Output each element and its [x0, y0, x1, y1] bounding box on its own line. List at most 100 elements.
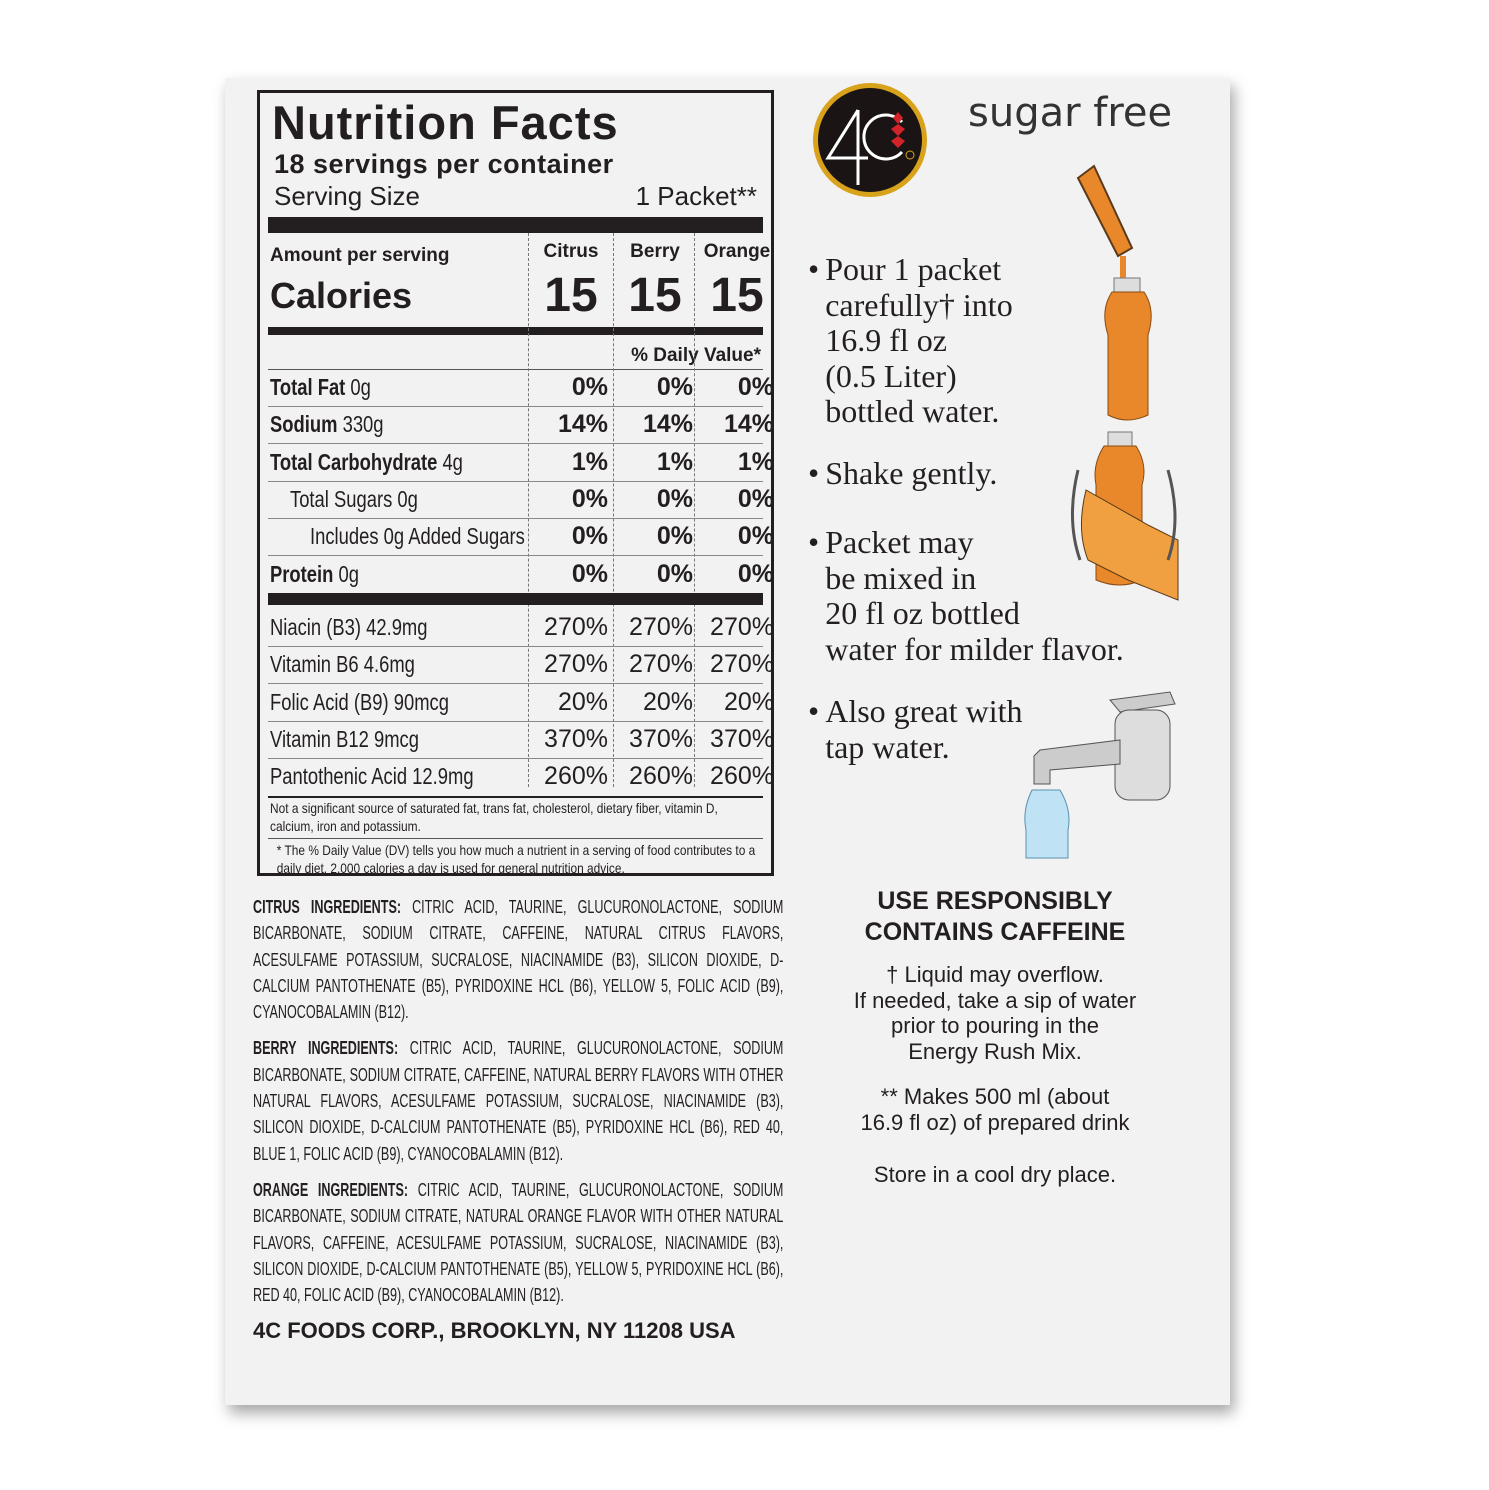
nutrient-name: Includes 0g Added Sugars — [310, 523, 525, 550]
calories-orange: 15 — [710, 269, 764, 322]
daily-value: 370% — [629, 724, 693, 753]
nutrient-row: Sodium 330g 14% 14% 14% — [268, 406, 774, 445]
nutrition-facts-label: Nutrition Facts 18 servings per containe… — [257, 90, 774, 876]
nutrient-row: Total Carbohydrate 4g 1% 1% 1% — [268, 444, 774, 482]
daily-value: 270% — [629, 650, 693, 679]
serving-size-value: 1 Packet** — [635, 181, 757, 211]
daily-value: 0% — [737, 559, 774, 588]
daily-value: 270% — [710, 613, 774, 641]
nutrition-title: Nutrition Facts — [272, 96, 619, 149]
ingredients-text: Citric Acid, Taurine, Glucuronolactone, … — [253, 896, 784, 1023]
overflow-note: † Liquid may overflow. If needed, take a… — [840, 962, 1150, 1064]
instruction-line: be mixed in — [825, 559, 977, 596]
ingredients-label: Orange Ingredients: — [253, 1178, 409, 1200]
daily-value: 0% — [656, 484, 693, 513]
instruction-line: 16.9 fl oz — [825, 322, 947, 358]
column-divider — [613, 233, 614, 787]
daily-value: 20% — [642, 687, 693, 716]
ingredients-label: Berry Ingredients: — [253, 1037, 399, 1059]
vitamin-name: Folic Acid (B9) 90mcg — [270, 688, 449, 715]
daily-value: 0% — [737, 484, 774, 513]
storage-note: Store in a cool dry place. — [873, 1162, 1117, 1187]
note-line: † Liquid may overflow. — [886, 962, 1104, 987]
daily-value: 14% — [557, 410, 608, 439]
vitamin-name: Pantothenic Acid 12.9mg — [270, 763, 474, 790]
pour-packet-into-bottle-illustration — [1076, 164, 1152, 421]
ingredients-text: Citric Acid, Taurine, Glucuronolactone, … — [253, 1178, 784, 1306]
instruction-line: carefully† into — [825, 286, 1013, 323]
column-orange: Orange — [703, 241, 771, 262]
instruction-line: Pour 1 packet — [825, 251, 1002, 287]
nutrient-row: Protein 0g 0% 0% 0% — [268, 556, 774, 593]
daily-value: 0% — [571, 522, 608, 551]
daily-value: 1% — [571, 447, 608, 476]
note-line: Energy Rush Mix. — [908, 1038, 1082, 1064]
manufacturer: 4C FOODS CORP., BROOKLYN, NY 11208 USA — [253, 1318, 736, 1344]
instruction-shake: • Shake gently. — [808, 455, 998, 491]
daily-value: 0% — [571, 373, 608, 401]
vitamin-row: Pantothenic Acid 12.9mg 260% 260% 260% — [268, 758, 774, 795]
brand-logo — [810, 80, 930, 200]
divider — [268, 838, 763, 839]
orange-ingredients: Orange Ingredients: Citric Acid, Taurine… — [253, 1177, 783, 1308]
daily-value-header: % Daily Value* — [631, 345, 761, 366]
berry-ingredients: Berry Ingredients: Citric Acid, Taurine,… — [253, 1035, 783, 1166]
instruction-tap: • Also great with tap water. — [808, 693, 1023, 765]
vitamin-name: Niacin (B3) 42.9mg — [270, 614, 428, 640]
daily-value: 0% — [656, 373, 693, 401]
daily-value: 270% — [544, 613, 608, 641]
instruction-pour: • Pour 1 packet carefully† into 16.9 fl oz(… — [808, 251, 1013, 429]
daily-value: 0% — [571, 559, 608, 588]
daily-value: 14% — [723, 410, 774, 439]
vitamin-row: Folic Acid (B9) 90mcg 20% 20% 20% — [268, 684, 774, 722]
divider — [268, 369, 763, 370]
daily-value: 260% — [710, 762, 774, 791]
makes-note: ** Makes 500 ml (about 16.9 fl oz) of pr… — [840, 1084, 1150, 1135]
amount-per-serving: Amount per serving — [270, 245, 450, 266]
daily-value: 20% — [723, 687, 774, 716]
ingredients-section: Citrus Ingredients: Citric Acid, Taurine… — [253, 894, 783, 1344]
nutrient-row: Total Sugars 0g 0% 0% 0% — [268, 481, 774, 519]
nutrient-row: Total Fat 0g 0% 0% 0% — [268, 369, 774, 407]
ingredients-label: Citrus Ingredients: — [253, 896, 402, 917]
daily-value: 0% — [737, 373, 774, 401]
note-line: 16.9 fl oz) of prepared drink — [860, 1109, 1130, 1135]
calories-berry: 15 — [628, 269, 682, 322]
daily-value: 270% — [710, 650, 774, 679]
not-significant-note: Not a significant source of saturated fa… — [270, 800, 718, 834]
daily-value: 0% — [656, 559, 693, 588]
instruction-mix: • Packet may be mixed in 20 fl oz bottled wa… — [808, 524, 1124, 667]
note-line: ** Makes 500 ml (about — [880, 1084, 1110, 1109]
faucet-filling-bottle-illustration — [1024, 691, 1176, 859]
instruction-line: Also great with — [825, 693, 1023, 729]
column-berry: Berry — [630, 241, 680, 262]
divider-thick — [268, 593, 763, 605]
caffeine-warning: USE RESPONSIBLY CONTAINS CAFFEINE — [840, 886, 1150, 948]
nutrient-name: Total Fat 0g — [270, 374, 371, 400]
calories-citrus: 15 — [544, 269, 598, 322]
vitamin-name: Vitamin B12 9mcg — [270, 725, 419, 752]
instruction-line: 20 fl oz bottled — [825, 595, 1020, 631]
column-divider — [528, 233, 529, 787]
divider-thick — [268, 217, 763, 233]
nutrient-name: Total Carbohydrate 4g — [270, 448, 463, 475]
daily-value: 0% — [737, 522, 774, 551]
instruction-line: Shake gently. — [825, 455, 998, 491]
daily-value: 260% — [629, 762, 693, 791]
instruction-line: tap water. — [825, 728, 950, 765]
daily-value: 20% — [557, 687, 608, 716]
note-line: If needed, take a sip of water — [853, 987, 1137, 1013]
ingredients-text: Citric Acid, Taurine, Glucuronolactone, … — [253, 1037, 784, 1164]
divider-medium — [268, 327, 763, 335]
note-line: prior to pouring in the — [891, 1013, 1099, 1038]
column-citrus: Citrus — [543, 241, 599, 262]
use-responsibly: USE RESPONSIBLY — [877, 887, 1113, 915]
daily-value: 0% — [656, 522, 693, 551]
daily-value: 370% — [710, 724, 774, 753]
daily-value: 260% — [544, 762, 608, 791]
contains-caffeine: CONTAINS CAFFEINE — [864, 918, 1126, 946]
vitamin-row: Vitamin B12 9mcg 370% 370% 370% — [268, 721, 774, 759]
daily-value-footnote: * The % Daily Value (DV) tells you how m… — [276, 842, 756, 876]
divider — [268, 796, 763, 798]
vitamin-row: Niacin (B3) 42.9mg 270% 270% 270% — [268, 609, 774, 647]
